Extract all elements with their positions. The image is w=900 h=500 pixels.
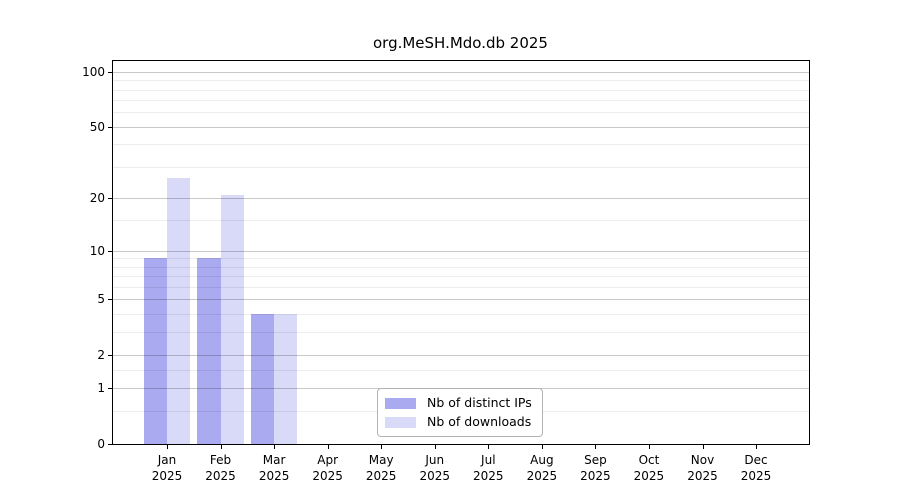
x-tick-label-oct: Oct 2025 (622, 452, 676, 484)
x-tick-oct (648, 444, 650, 449)
y-gridline-major-50 (113, 126, 809, 128)
x-tick-apr (327, 444, 329, 449)
y-tick-10 (108, 250, 113, 252)
x-tick-year-aug: 2025 (526, 469, 558, 483)
x-tick-label-apr: Apr 2025 (301, 452, 355, 484)
y-gridline-minor-15 (113, 220, 809, 222)
x-tick-year-nov: 2025 (687, 469, 718, 483)
x-tick-year-jan: 2025 (151, 469, 183, 483)
x-tick-year-dec: 2025 (740, 469, 772, 483)
y-tick-50 (108, 126, 113, 128)
legend: Nb of distinct IPs Nb of downloads (377, 388, 543, 437)
bar-downloads-jan (167, 178, 191, 444)
x-tick-label-feb: Feb 2025 (194, 452, 248, 484)
legend-swatch-downloads (385, 416, 416, 428)
x-tick-dec (756, 444, 758, 449)
y-tick-label-20: 20 (89, 191, 105, 206)
x-tick-year-feb: 2025 (205, 469, 236, 483)
y-gridline-minor-1.5 (113, 370, 809, 372)
y-gridline-minor-30 (113, 166, 809, 168)
x-tick-sep (595, 444, 597, 449)
x-tick-label-jun: Jun 2025 (408, 452, 462, 484)
y-gridline-major-5 (113, 299, 809, 301)
x-tick-year-may: 2025 (365, 469, 397, 483)
y-tick-20 (108, 198, 113, 200)
y-tick-5 (108, 299, 113, 301)
bar-distinct-ips-feb (197, 258, 221, 444)
x-tick-jan (167, 444, 168, 449)
y-tick-2 (108, 355, 113, 357)
plot-area (112, 60, 810, 445)
y-gridline-major-100 (113, 71, 809, 73)
y-gridline-minor-60 (113, 112, 809, 114)
y-gridline-minor-4 (113, 314, 809, 316)
y-tick-1 (108, 388, 113, 390)
x-tick-year-jun: 2025 (419, 469, 451, 483)
y-tick-label-1: 1 (97, 381, 105, 396)
x-tick-label-may: May 2025 (354, 452, 408, 484)
y-gridline-minor-80 (113, 89, 809, 91)
x-tick-jun (434, 444, 436, 449)
x-tick-label-nov: Nov 2025 (676, 452, 730, 484)
legend-swatch-distinct-ips (385, 397, 416, 409)
x-tick-label-sep: Sep 2025 (568, 452, 622, 484)
x-tick-jul (488, 444, 490, 449)
legend-label-distinct-ips: Nb of distinct IPs (427, 395, 532, 410)
legend-entry-distinct-ips: Nb of distinct IPs (385, 396, 534, 410)
bar-distinct-ips-jan (143, 258, 167, 444)
bar-downloads-feb (220, 194, 244, 444)
y-tick-100 (108, 71, 113, 73)
y-gridline-minor-70 (113, 100, 809, 102)
y-gridline-minor-9 (113, 258, 809, 260)
x-tick-mar (274, 444, 276, 449)
x-tick-year-sep: 2025 (580, 469, 611, 483)
y-gridline-minor-6 (113, 287, 809, 289)
legend-label-downloads: Nb of downloads (427, 414, 532, 429)
x-tick-label-aug: Aug 2025 (515, 452, 569, 484)
x-tick-year-jul: 2025 (473, 469, 504, 483)
y-tick-0 (108, 444, 113, 445)
x-tick-label-dec: Dec 2025 (729, 452, 783, 484)
x-tick-label-jan: Jan 2025 (140, 452, 194, 484)
y-tick-label-0: 0 (97, 437, 105, 451)
y-gridline-minor-3 (113, 332, 809, 334)
x-tick-nov (702, 444, 704, 449)
y-tick-label-10: 10 (89, 243, 105, 258)
y-gridline-minor-90 (113, 80, 809, 82)
legend-entry-downloads: Nb of downloads (385, 415, 534, 429)
y-gridline-major-20 (113, 198, 809, 200)
x-tick-label-mar: Mar 2025 (247, 452, 301, 484)
y-tick-label-5: 5 (97, 292, 105, 307)
gridlines-layer (113, 61, 809, 444)
chart-title: org.MeSH.Mdo.db 2025 (373, 34, 548, 52)
y-tick-label-2: 2 (97, 348, 105, 363)
x-tick-may (381, 444, 383, 449)
y-gridline-minor-40 (113, 144, 809, 146)
x-tick-year-mar: 2025 (258, 469, 290, 483)
y-gridline-major-10 (113, 250, 809, 252)
x-tick-label-jul: Jul 2025 (461, 452, 515, 484)
y-tick-label-100: 100 (82, 64, 105, 79)
y-gridline-major-2 (113, 355, 809, 357)
x-tick-year-oct: 2025 (633, 469, 665, 483)
x-tick-aug (541, 444, 543, 449)
y-gridline-minor-8 (113, 266, 809, 268)
x-tick-feb (220, 444, 222, 449)
x-tick-year-apr: 2025 (312, 469, 343, 483)
y-gridline-minor-7 (113, 276, 809, 278)
y-tick-label-50: 50 (89, 119, 105, 134)
